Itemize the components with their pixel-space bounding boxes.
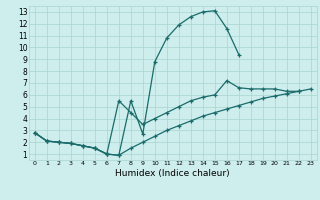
X-axis label: Humidex (Indice chaleur): Humidex (Indice chaleur) (116, 169, 230, 178)
